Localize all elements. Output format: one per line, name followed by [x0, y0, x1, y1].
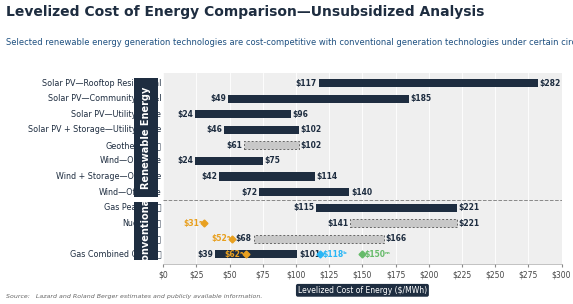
- Text: Conventional: Conventional: [140, 195, 151, 267]
- Text: Levelized Cost of Energy Comparison—Unsubsidized Analysis: Levelized Cost of Energy Comparison—Unsu…: [6, 5, 484, 19]
- Text: $101: $101: [299, 250, 320, 259]
- Text: $61: $61: [226, 141, 242, 150]
- Text: $117: $117: [295, 78, 317, 88]
- Text: Solar PV + Storage—Utility-Scale: Solar PV + Storage—Utility-Scale: [28, 125, 162, 134]
- Text: Solar PV—Utility-Scale: Solar PV—Utility-Scale: [72, 110, 162, 119]
- Bar: [229, 95, 409, 103]
- Text: $140: $140: [351, 188, 372, 197]
- Text: $102: $102: [301, 125, 322, 134]
- Text: $24: $24: [177, 157, 193, 165]
- Bar: [319, 79, 537, 87]
- Bar: [215, 250, 297, 258]
- Text: $114: $114: [317, 172, 337, 181]
- Text: $39: $39: [197, 250, 213, 259]
- Text: Solar PV—Community & C&I: Solar PV—Community & C&I: [48, 94, 162, 103]
- Text: $75: $75: [265, 157, 281, 165]
- Text: $166: $166: [386, 234, 407, 243]
- Text: $49: $49: [210, 94, 226, 103]
- Bar: [219, 172, 315, 181]
- Text: $118ᵇ: $118ᵇ: [322, 250, 347, 259]
- Text: Gas Peaking²⧩: Gas Peaking²⧩: [104, 203, 162, 212]
- Text: $102: $102: [301, 141, 322, 150]
- Text: $46: $46: [206, 125, 222, 134]
- Text: $150ᵐ: $150ᵐ: [364, 250, 390, 259]
- Bar: [195, 110, 291, 118]
- Text: $282: $282: [540, 78, 561, 88]
- Text: Geothermal¹⧩: Geothermal¹⧩: [105, 141, 162, 150]
- Text: $42: $42: [201, 172, 217, 181]
- Text: $72: $72: [241, 188, 257, 197]
- Text: $221: $221: [458, 219, 480, 228]
- Text: $62ᵃ: $62ᵃ: [224, 250, 244, 259]
- Text: Levelized Cost of Energy ($/MWh): Levelized Cost of Energy ($/MWh): [298, 286, 427, 295]
- Bar: [244, 141, 299, 149]
- Bar: [195, 157, 263, 165]
- Text: $221: $221: [458, 203, 480, 212]
- Text: Coal⁴⧩: Coal⁴⧩: [135, 234, 162, 243]
- Bar: [316, 204, 457, 212]
- Text: $31ᵃ: $31ᵃ: [183, 219, 202, 228]
- Text: Source:   Lazard and Roland Berger estimates and publicly available information.: Source: Lazard and Roland Berger estimat…: [6, 294, 262, 299]
- Bar: [254, 235, 384, 243]
- Text: $68: $68: [236, 234, 252, 243]
- Bar: [351, 219, 457, 227]
- Text: $115: $115: [293, 203, 314, 212]
- Text: Wind—Offshore: Wind—Offshore: [99, 188, 162, 197]
- Text: Gas Combined Cycle²⧩: Gas Combined Cycle²⧩: [70, 250, 162, 259]
- Text: Renewable Energy: Renewable Energy: [140, 86, 151, 189]
- Text: Solar PV—Rooftop Residential: Solar PV—Rooftop Residential: [42, 78, 162, 88]
- Bar: [225, 126, 299, 134]
- Text: Wind—Onshore: Wind—Onshore: [100, 157, 162, 165]
- Bar: [259, 188, 349, 196]
- Text: Wind + Storage—Onshore: Wind + Storage—Onshore: [56, 172, 162, 181]
- Text: $96: $96: [293, 110, 309, 119]
- Text: $185: $185: [411, 94, 432, 103]
- Text: $24: $24: [177, 110, 193, 119]
- Text: Selected renewable energy generation technologies are cost-competitive with conv: Selected renewable energy generation tec…: [6, 38, 573, 47]
- Text: $52ᵃ: $52ᵃ: [211, 234, 230, 243]
- Text: $141: $141: [327, 219, 348, 228]
- Text: Nuclear³⧩: Nuclear³⧩: [122, 219, 162, 228]
